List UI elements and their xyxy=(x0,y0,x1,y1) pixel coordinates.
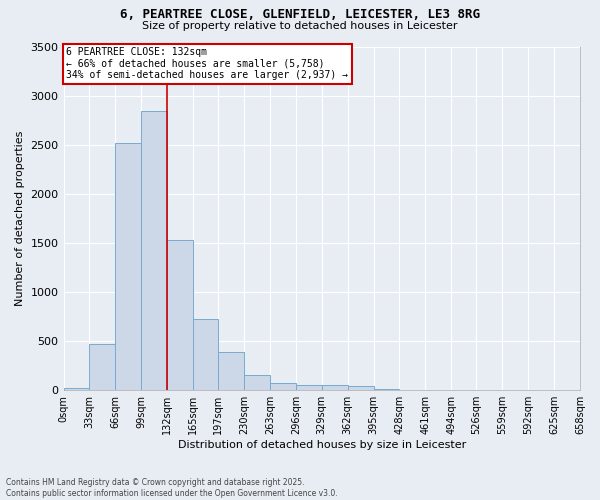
Bar xyxy=(218,352,244,390)
X-axis label: Distribution of detached houses by size in Leicester: Distribution of detached houses by size … xyxy=(178,440,466,450)
Bar xyxy=(244,375,270,390)
Bar xyxy=(296,385,322,390)
Bar xyxy=(270,383,296,390)
Bar xyxy=(141,112,167,390)
Bar xyxy=(374,388,400,390)
Text: Size of property relative to detached houses in Leicester: Size of property relative to detached ho… xyxy=(142,21,458,31)
Bar xyxy=(347,386,374,390)
Bar xyxy=(89,344,115,390)
Bar xyxy=(64,388,89,390)
Bar xyxy=(193,318,218,390)
Text: 6 PEARTREE CLOSE: 132sqm
← 66% of detached houses are smaller (5,758)
34% of sem: 6 PEARTREE CLOSE: 132sqm ← 66% of detach… xyxy=(66,47,348,80)
Bar xyxy=(167,240,193,390)
Bar xyxy=(322,386,347,390)
Text: Contains HM Land Registry data © Crown copyright and database right 2025.
Contai: Contains HM Land Registry data © Crown c… xyxy=(6,478,338,498)
Text: 6, PEARTREE CLOSE, GLENFIELD, LEICESTER, LE3 8RG: 6, PEARTREE CLOSE, GLENFIELD, LEICESTER,… xyxy=(120,8,480,20)
Bar xyxy=(115,142,141,390)
Y-axis label: Number of detached properties: Number of detached properties xyxy=(15,130,25,306)
